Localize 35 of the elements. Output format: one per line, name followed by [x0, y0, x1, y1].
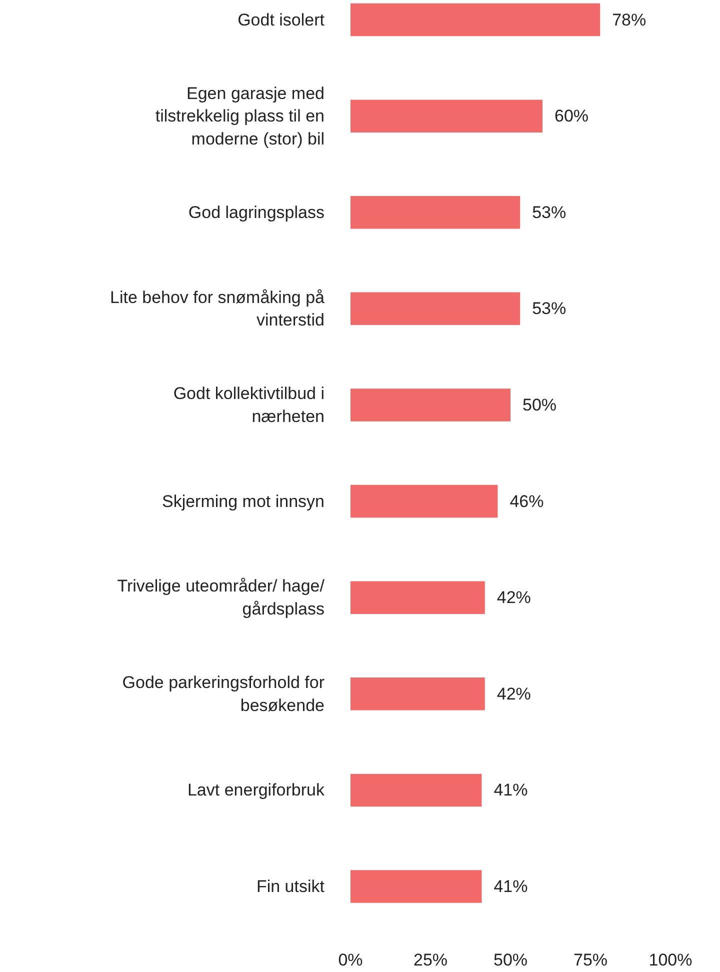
x-tick-label: 25% [413, 950, 448, 970]
y-tick-label: Lavt energiforbruk [187, 780, 325, 800]
data-label: 42% [496, 588, 531, 608]
bar [350, 774, 482, 807]
y-tick-label: God lagringsplass [188, 202, 325, 222]
data-label: 50% [522, 395, 557, 414]
y-tick-label: Godt kollektivtilbud i nærheten [173, 384, 325, 426]
data-label: 46% [510, 492, 544, 511]
bar [350, 3, 600, 36]
bar [350, 870, 482, 903]
data-label: 78% [612, 10, 646, 30]
y-tick-label: Skjerming mot innsyn [162, 492, 325, 511]
y-tick-label: Godt isolert [238, 10, 325, 30]
x-tick-label: 100% [648, 950, 692, 970]
data-label: 60% [554, 106, 589, 126]
data-label: 41% [494, 780, 528, 800]
data-label: 42% [496, 684, 531, 704]
bar [350, 678, 485, 710]
y-tick-label: Trivelige uteområder/ hage/ gårdsplass [117, 576, 325, 619]
y-tick-label: Fin utsikt [256, 877, 325, 896]
y-tick-label: Egen garasje med tilstrekkelig plass til en moderne (stor) bil [155, 84, 325, 148]
y-tick-label: Lite behov for snømåking på vinterstid [110, 288, 326, 330]
bar [350, 581, 485, 614]
x-tick-label: 50% [493, 950, 528, 970]
data-label: 41% [494, 877, 528, 896]
data-label: 53% [532, 202, 566, 222]
x-tick-label: 0% [338, 950, 363, 970]
bar [350, 100, 542, 132]
y-tick-label: Gode parkeringsforhold for besøkende [122, 673, 325, 715]
bar [350, 196, 520, 229]
bar [350, 388, 510, 422]
data-label: 53% [532, 299, 566, 318]
bar [350, 292, 520, 326]
bar [350, 484, 498, 518]
x-tick-label: 75% [573, 950, 608, 970]
